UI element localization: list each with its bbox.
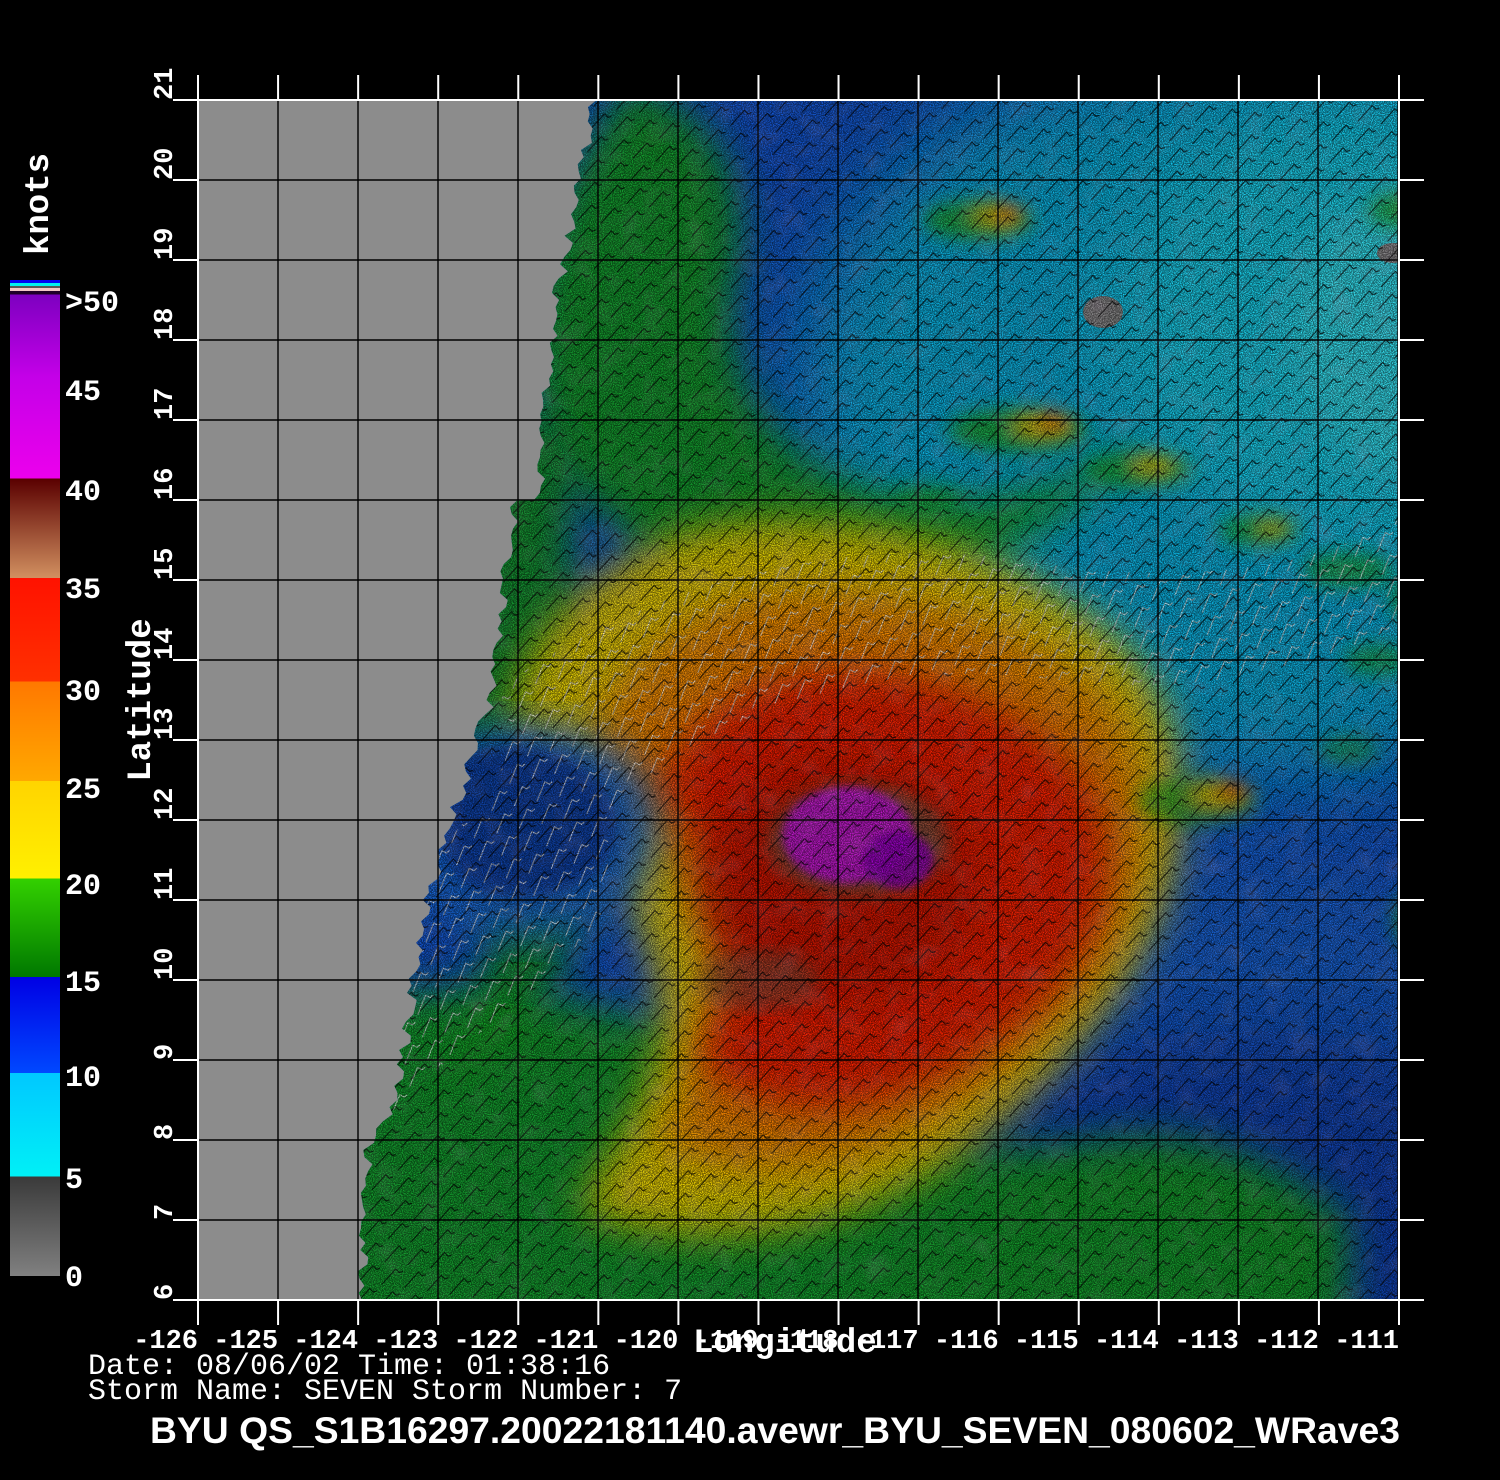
svg-text:35: 35	[65, 574, 101, 608]
svg-text:10: 10	[65, 1062, 101, 1096]
svg-text:15: 15	[65, 967, 101, 1001]
svg-text:0: 0	[65, 1262, 83, 1296]
svg-text:-116: -116	[934, 1327, 999, 1357]
svg-text:Storm Name: SEVEN Storm Numb: Storm Name: SEVEN Storm Number: 7	[88, 1375, 682, 1409]
svg-text:20: 20	[65, 870, 101, 904]
svg-text:-113: -113	[1174, 1327, 1239, 1357]
svg-text:-111: -111	[1334, 1327, 1399, 1357]
svg-text:21: 21	[151, 68, 181, 100]
svg-text:9: 9	[151, 1044, 181, 1060]
svg-text:5: 5	[65, 1164, 83, 1198]
svg-text:40: 40	[65, 476, 101, 510]
svg-text:-114: -114	[1094, 1327, 1159, 1357]
svg-text:25: 25	[65, 774, 101, 808]
svg-text:20: 20	[151, 148, 181, 180]
svg-text:-115: -115	[1014, 1327, 1079, 1357]
svg-text:Latitude: Latitude	[123, 618, 161, 781]
svg-text:10: 10	[151, 948, 181, 980]
svg-text:18: 18	[151, 308, 181, 340]
svg-text:BYU QS_S1B16297.20022181140.a: BYU QS_S1B16297.20022181140.avewr_BYU_SE…	[150, 1410, 1400, 1451]
svg-text:8: 8	[151, 1124, 181, 1140]
svg-text:7: 7	[151, 1204, 181, 1220]
svg-text:6: 6	[151, 1284, 181, 1300]
svg-text:-112: -112	[1254, 1327, 1319, 1357]
svg-text:12: 12	[151, 788, 181, 820]
svg-text:16: 16	[151, 468, 181, 500]
svg-text:knots: knots	[21, 153, 59, 255]
svg-text:45: 45	[65, 376, 101, 410]
svg-text:11: 11	[151, 868, 181, 900]
svg-text:30: 30	[65, 676, 101, 710]
svg-text:17: 17	[151, 388, 181, 420]
svg-text:-120: -120	[614, 1327, 679, 1357]
svg-text:15: 15	[151, 548, 181, 580]
svg-text:19: 19	[151, 228, 181, 260]
svg-text:>50: >50	[65, 287, 119, 321]
svg-text:Longitude: Longitude	[693, 1325, 877, 1363]
